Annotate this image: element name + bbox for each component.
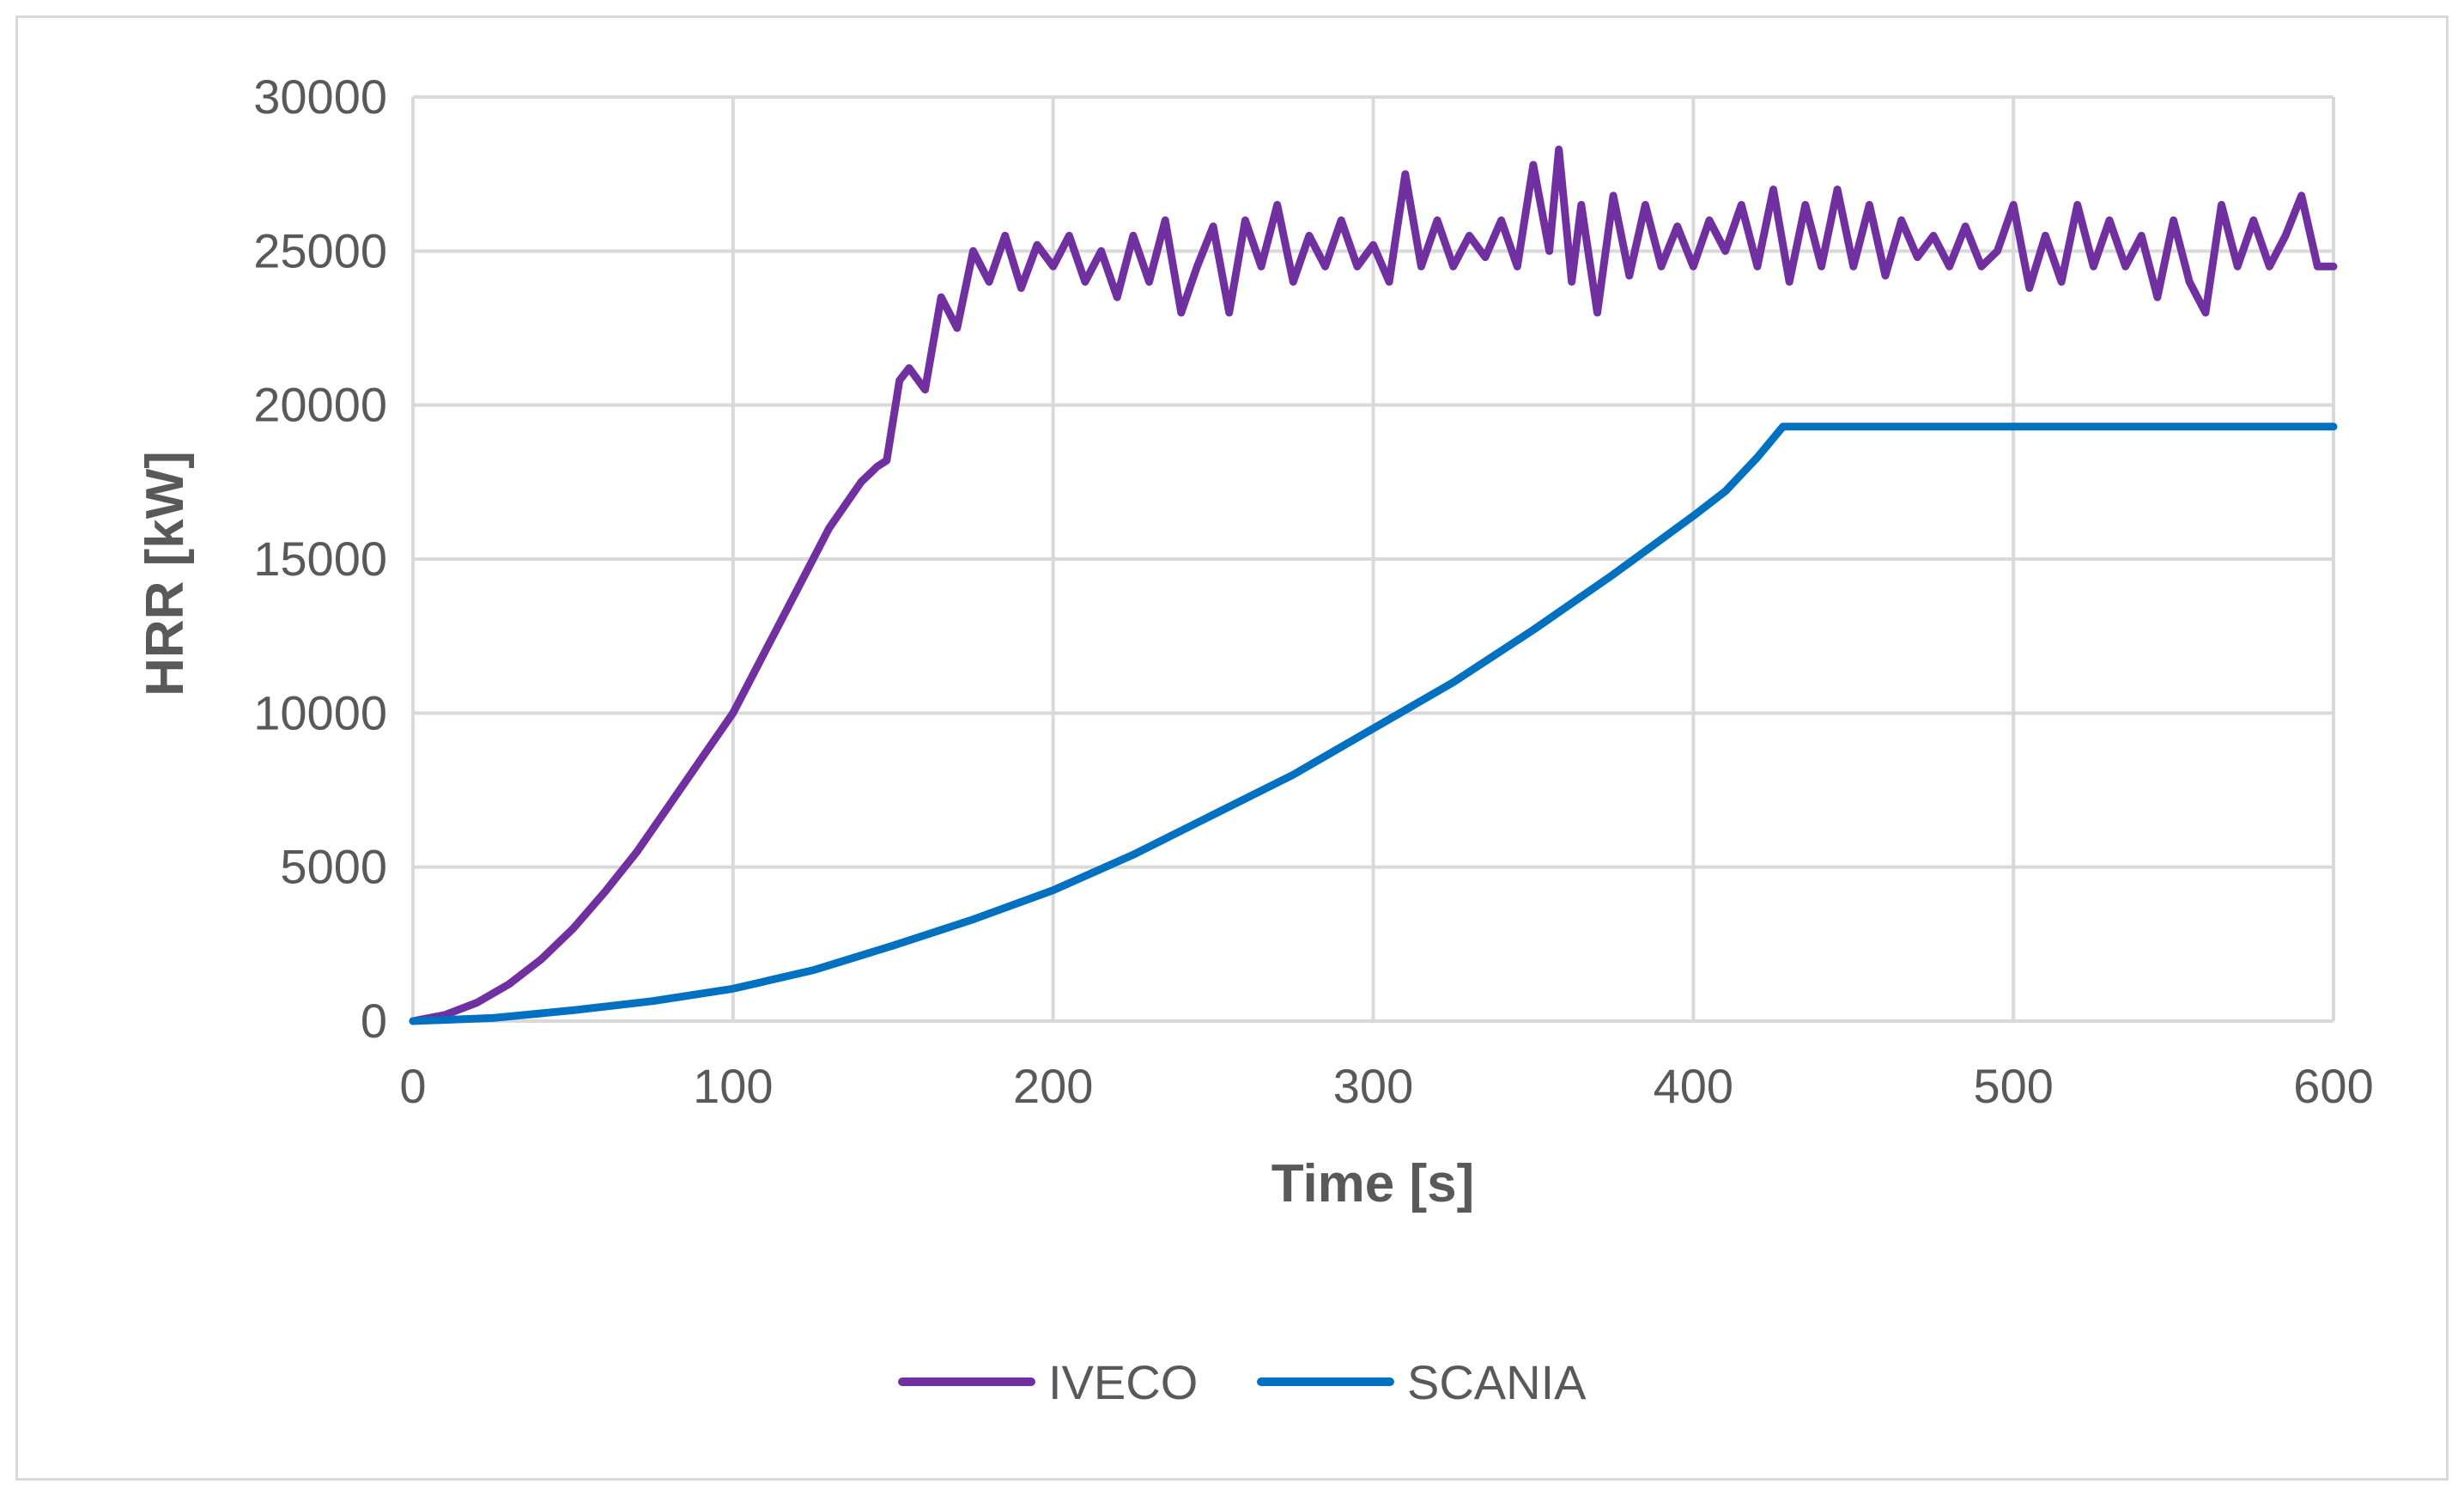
series-layer — [409, 145, 2338, 1025]
x-tick-label: 500 — [1973, 1059, 2053, 1113]
y-tick-label: 0 — [361, 994, 387, 1048]
legend: IVECO SCANIA — [898, 1355, 1587, 1409]
hrr-chart: 0 5000 10000 15000 20000 25000 30000 0 100 200 300… — [136, 70, 2374, 1409]
x-tick-label: 300 — [1333, 1059, 1413, 1113]
x-tick-label: 200 — [1013, 1059, 1093, 1113]
y-tick-label: 20000 — [253, 378, 387, 432]
y-tick-label: 10000 — [253, 685, 387, 739]
y-axis-title: HRR [kW] — [136, 451, 195, 696]
series-line-scania — [409, 423, 2338, 1025]
y-tick-label: 15000 — [253, 532, 387, 586]
x-tick-label: 400 — [1654, 1059, 1733, 1113]
y-tick-label: 5000 — [280, 840, 387, 894]
legend-label-scania: SCANIA — [1407, 1355, 1587, 1409]
x-tick-label: 0 — [399, 1059, 426, 1113]
tick-layer: 0 5000 10000 15000 20000 25000 30000 0 100 200 300… — [253, 70, 2373, 1113]
chart-frame: 0 5000 10000 15000 20000 25000 30000 0 100 200 300… — [15, 15, 2449, 1481]
x-axis-title: Time [s] — [1271, 1154, 1475, 1213]
y-tick-label: 30000 — [253, 70, 387, 124]
x-tick-label: 600 — [2293, 1059, 2373, 1113]
x-tick-label: 100 — [693, 1059, 773, 1113]
series-scania — [409, 423, 2338, 1025]
legend-label-iveco: IVECO — [1048, 1355, 1198, 1409]
y-tick-label: 25000 — [253, 223, 387, 277]
series-iveco — [409, 145, 2338, 1025]
series-line-iveco — [409, 145, 2338, 1025]
